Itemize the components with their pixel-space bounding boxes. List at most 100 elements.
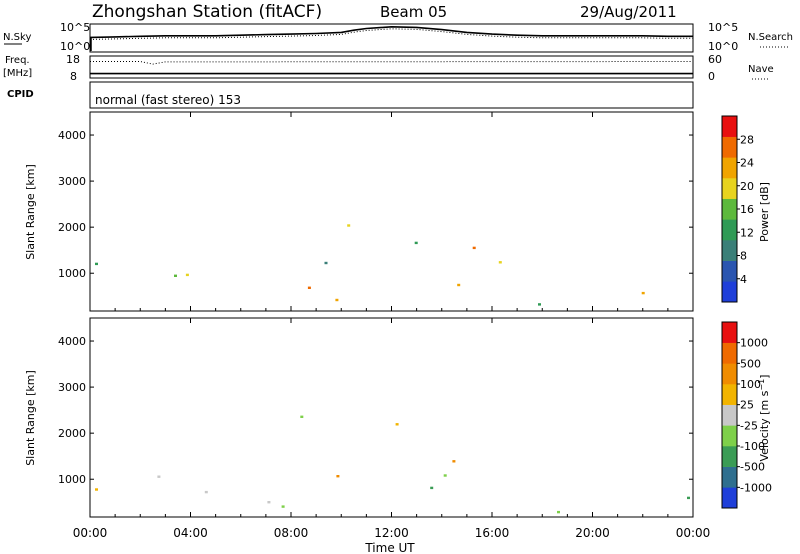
y-tick-label: 4000 <box>58 335 86 348</box>
echo-cell <box>300 415 304 418</box>
echo-cell <box>498 261 502 264</box>
cpid-value: normal (fast stereo) 153 <box>95 93 241 107</box>
power-heatmap-cells <box>95 224 645 306</box>
colorbar-tick-label: -100 <box>740 440 765 453</box>
echo-cell <box>443 474 447 477</box>
nave-tick-bottom: 0 <box>708 70 715 83</box>
y-tick-label: 2000 <box>58 427 86 440</box>
echo-cell <box>307 286 311 289</box>
colorbar-tick-label: 500 <box>740 357 761 370</box>
nsky-series-line <box>89 25 693 39</box>
y-tick-label: 1000 <box>58 267 86 280</box>
colorbar-swatch <box>722 342 737 364</box>
station-title: Zhongshan Station (fitACF) <box>92 2 322 22</box>
freq-tick-top: 18 <box>66 53 80 66</box>
date-label: 29/Aug/2011 <box>580 3 677 21</box>
nsearch-tick-bottom: 10^0 <box>708 40 738 53</box>
colorbar-tick-label: 100 <box>740 378 761 391</box>
power-colorbar: 28 24 20 16 12 8 4 <box>721 115 754 303</box>
echo-cell <box>174 274 177 277</box>
echo-cell <box>430 486 434 490</box>
colorbar-swatch <box>722 281 737 303</box>
nsky-label: N.Sky <box>3 32 31 43</box>
colorbar-tick-label: 20 <box>740 180 754 193</box>
power-ylabel: Slant Range [km] <box>24 164 37 260</box>
nsearch-tick-top: 10^5 <box>708 21 738 34</box>
freq-tick-bottom: 8 <box>70 70 77 83</box>
colorbar-swatch <box>722 116 737 137</box>
echo-cell <box>414 241 418 245</box>
echo-cell <box>472 246 476 250</box>
colorbar-tick-label: -25 <box>740 419 758 432</box>
nave-label: Nave <box>748 64 774 75</box>
power-colorbar-label: Power [dB] <box>758 182 771 242</box>
colorbar-tick-label: 28 <box>740 133 754 146</box>
echo-cell <box>347 224 351 227</box>
colorbar-tick-label: -500 <box>740 461 765 474</box>
echo-cell <box>687 496 690 500</box>
echo-cell <box>324 261 328 265</box>
colorbar-swatch <box>722 363 737 385</box>
cpid-label: CPID <box>7 89 34 100</box>
echo-cell <box>452 460 456 463</box>
echo-cell <box>336 475 340 478</box>
colorbar-swatch <box>722 260 737 282</box>
colorbar-swatch <box>722 157 737 179</box>
time-tick-label: 00:00 <box>73 526 108 540</box>
echo-cell <box>641 291 645 295</box>
velocity-heatmap-cells <box>95 415 690 514</box>
time-tick-label: 16:00 <box>475 526 510 540</box>
colorbar-frame <box>721 321 738 509</box>
echo-cell <box>557 510 560 514</box>
colorbar-tick-label: 8 <box>740 250 747 263</box>
time-tick-label: 08:00 <box>274 526 309 540</box>
y-tick-label: 2000 <box>58 221 86 234</box>
velocity-colorbar-label: Velocity [m s−1] <box>757 375 772 462</box>
time-axis: 00:00 04:00 08:00 12:00 16:00 20:00 00:00 <box>73 112 711 540</box>
colorbar-tick-label: -1000 <box>740 481 772 494</box>
nsky-tick-bottom: 10^0 <box>60 40 90 53</box>
colorbar-tick-label: 1000 <box>740 337 768 350</box>
colorbar-swatch <box>722 219 737 241</box>
echo-cell <box>157 475 161 478</box>
colorbar-swatch <box>722 446 737 467</box>
y-tick-label: 1000 <box>58 473 86 486</box>
echo-cell <box>95 488 98 491</box>
colorbar-swatch <box>722 136 737 158</box>
colorbar-swatch <box>722 178 737 199</box>
y-tick-label: 3000 <box>58 175 86 188</box>
time-tick-label: 12:00 <box>374 526 409 540</box>
colorbar-swatch <box>722 198 737 220</box>
colorbar-tick-label: 4 <box>740 273 747 286</box>
time-tick-label: 20:00 <box>575 526 610 540</box>
colorbar-swatch <box>722 466 737 488</box>
y-tick-label: 4000 <box>58 129 86 142</box>
colorbar-swatch <box>722 487 737 509</box>
freq-panel: Freq. [MHz] 18 8 60 0 Nave <box>3 53 774 83</box>
echo-cell <box>395 423 399 426</box>
colorbar-swatch <box>722 322 737 343</box>
colorbar-swatch <box>722 425 737 447</box>
beam-label: Beam 05 <box>380 3 447 21</box>
echo-cell <box>281 505 285 508</box>
noise-panel: N.Sky 10^5 10^0 10^5 10^0 N.Search <box>3 21 793 53</box>
nsearch-series-line <box>89 28 693 40</box>
freq-label: Freq. <box>5 55 30 66</box>
time-tick-label: 00:00 <box>676 526 711 540</box>
velocity-y-axis: 1000 2000 3000 4000 <box>58 335 693 486</box>
echo-cell <box>538 303 541 306</box>
y-tick-label: 3000 <box>58 381 86 394</box>
echo-cell <box>95 262 98 266</box>
velocity-panel: 1000 2000 3000 4000 Slant Range [km] 1000 50… <box>24 317 772 518</box>
time-tick-label: 04:00 <box>173 526 208 540</box>
power-panel: 1000 2000 3000 4000 Slant Range [km] 28 24 20… <box>24 111 771 312</box>
nsearch-label: N.Search <box>748 32 793 43</box>
colorbar-tick-label: 24 <box>740 157 754 170</box>
nsky-tick-top: 10^5 <box>60 21 90 34</box>
velocity-colorbar: 1000 500 100 25 -25 -100 -500 -1000 <box>721 321 772 509</box>
echo-cell <box>204 490 208 494</box>
freq-unit: [MHz] <box>3 68 32 79</box>
velocity-ylabel: Slant Range [km] <box>24 370 37 466</box>
echo-cell <box>457 283 461 287</box>
